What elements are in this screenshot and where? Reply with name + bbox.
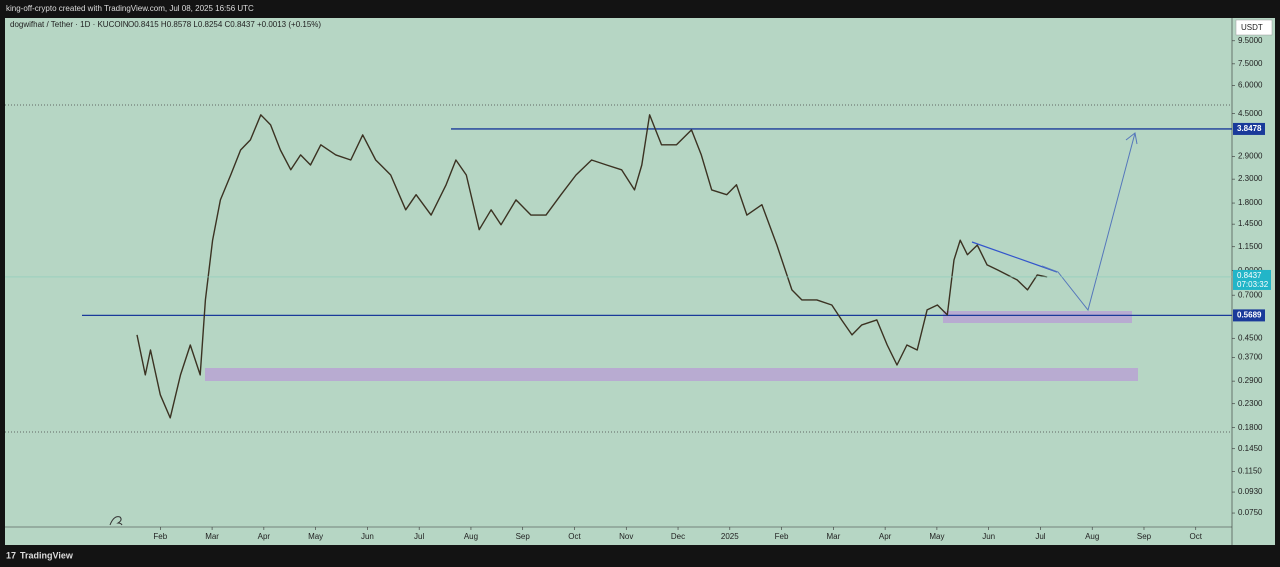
logo — [109, 516, 123, 526]
level-label: 3.8478 — [1237, 124, 1262, 133]
trendline — [971, 241, 1058, 273]
last-price-label: 0.8437 — [1237, 271, 1262, 280]
x-tick-label: 2025 — [721, 532, 739, 541]
y-tick-label: 0.1450 — [1238, 444, 1263, 453]
x-tick-label: Apr — [258, 532, 271, 541]
y-tick-label: 0.4500 — [1238, 333, 1263, 342]
y-tick-label: 9.5000 — [1238, 36, 1263, 45]
y-tick-label: 0.0930 — [1238, 487, 1263, 496]
ohlc: O0.8415 H0.8578 L0.8254 C0.8437 +0.0013 … — [128, 20, 321, 29]
credit: king-off-crypto created with TradingView… — [6, 4, 254, 13]
y-tick-label: 0.2300 — [1238, 399, 1263, 408]
projection-arrowhead — [1125, 132, 1138, 145]
y-tick-label: 0.1150 — [1238, 466, 1262, 475]
y-tick-label: 0.7000 — [1238, 290, 1263, 299]
x-tick-label: Feb — [153, 532, 167, 541]
x-tick-label: Nov — [619, 532, 633, 541]
x-tick-label: May — [929, 532, 944, 541]
x-tick-label: Dec — [671, 532, 685, 541]
x-tick-label: Aug — [1085, 532, 1099, 541]
demand-zone — [943, 311, 1132, 323]
x-tick-label: Oct — [1190, 532, 1203, 541]
y-tick-label: 2.9000 — [1238, 152, 1263, 161]
countdown: 07:03:32 — [1237, 280, 1269, 289]
x-tick-label: Mar — [826, 532, 840, 541]
y-tick-label: 1.4500 — [1238, 219, 1263, 228]
y-tick-label: 2.3000 — [1238, 174, 1263, 183]
x-tick-label: Jun — [982, 532, 995, 541]
y-tick-label: 0.2900 — [1238, 376, 1263, 385]
y-tick-label: 0.1800 — [1238, 423, 1263, 432]
price-line — [136, 114, 1048, 419]
brand: TradingView — [20, 550, 74, 560]
y-tick-label: 4.5000 — [1238, 109, 1263, 118]
currency: USDT — [1241, 23, 1263, 32]
y-tick-label: 1.1500 — [1238, 242, 1263, 251]
currency-box[interactable] — [1235, 19, 1273, 36]
y-tick-label: 1.8000 — [1238, 198, 1263, 207]
demand-zone — [205, 368, 1138, 381]
x-tick-label: Jul — [1035, 532, 1045, 541]
y-tick-label: 0.3700 — [1238, 352, 1263, 361]
plot-bg — [5, 18, 1232, 545]
level-badge — [1233, 309, 1265, 322]
x-tick-label: Aug — [464, 532, 478, 541]
x-tick-label: Sep — [516, 532, 531, 541]
projection-path — [1041, 132, 1136, 312]
y-tick-label: 6.0000 — [1238, 81, 1263, 90]
x-tick-label: Oct — [568, 532, 581, 541]
x-tick-label: Feb — [775, 532, 789, 541]
x-tick-label: Apr — [879, 532, 892, 541]
x-tick-label: May — [308, 532, 323, 541]
symbol-title: dogwifhat / Tether · 1D · KUCOIN — [10, 20, 129, 29]
level-label: 0.5689 — [1237, 311, 1262, 320]
last-price-badge — [1233, 269, 1271, 290]
y-tick-label: 7.5000 — [1238, 59, 1263, 68]
brand-icon: 17 — [6, 550, 16, 560]
x-tick-label: Mar — [205, 532, 219, 541]
level-badge — [1233, 122, 1265, 135]
x-tick-label: Sep — [1137, 532, 1152, 541]
x-tick-label: Jun — [361, 532, 374, 541]
x-tick-label: Jul — [414, 532, 424, 541]
y-tick-label: 0.0750 — [1238, 508, 1263, 517]
